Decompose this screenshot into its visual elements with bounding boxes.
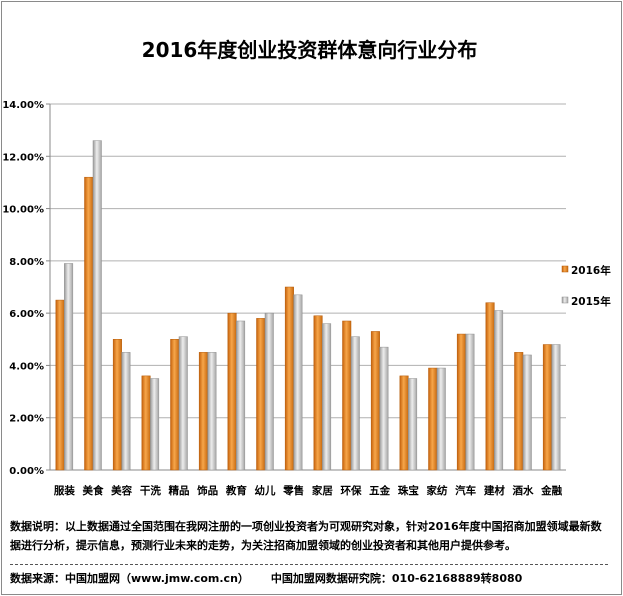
bar-2015 [494, 310, 504, 471]
x-tick-label: 酒水 [513, 484, 534, 497]
bar-2015 [436, 367, 446, 471]
bar-2016 [456, 333, 466, 471]
x-tick-label: 服装 [54, 484, 75, 497]
x-tick-label: 美容 [111, 484, 132, 497]
bar-2016 [514, 352, 524, 471]
bar-2016 [112, 339, 122, 471]
bar-2015 [64, 263, 74, 471]
x-tick-label: 美食 [83, 484, 104, 497]
bar-2016 [170, 339, 180, 471]
y-tick-label: 4.00% [9, 361, 44, 372]
legend-label: 2016年 [571, 264, 611, 277]
y-tick-label: 6.00% [9, 309, 44, 320]
bar-2016 [428, 367, 438, 471]
bar-2015 [379, 346, 389, 471]
x-tick-label: 环保 [341, 484, 362, 497]
chart-title: 2016年度创业投资群体意向行业分布 [141, 38, 478, 62]
bar-2015 [264, 312, 274, 471]
x-tick-label: 幼儿 [255, 484, 276, 497]
bar-2015 [236, 320, 246, 471]
bar-2015 [121, 352, 131, 471]
bar-2015 [522, 354, 532, 471]
x-tick-label: 家纺 [427, 484, 448, 497]
data-note: 数据说明：以上数据通过全国范围在我网注册的一项创业投资者为可观研究对象，针对20… [10, 520, 602, 552]
bar-2016 [342, 320, 352, 471]
bar-2015 [293, 294, 303, 471]
bar-2016 [141, 375, 151, 471]
bar-2015 [322, 323, 332, 471]
source-label: 数据来源：中国加盟网（www.jmw.com.cn） [10, 572, 249, 585]
y-tick-label: 0.00% [9, 466, 44, 477]
bar-2015 [150, 378, 160, 471]
bar-2016 [370, 331, 380, 471]
bar-2016 [542, 344, 552, 471]
bar-2016 [84, 176, 94, 471]
data-source: 数据来源：中国加盟网（www.jmw.com.cn） 中国加盟网数据研究院：010… [10, 570, 544, 586]
bar-2016 [284, 286, 294, 471]
x-tick-label: 金融 [540, 484, 562, 497]
y-tick-label: 14.00% [2, 100, 44, 111]
x-tick-label: 五金 [369, 484, 390, 497]
bar-2015 [551, 344, 561, 471]
bar-chart: 0.00% 2.00% 4.00% 6.00% 8.00% 10.00% 12.00% 14.… [2, 100, 611, 497]
x-tick-label: 精品 [169, 484, 190, 497]
y-tick-label: 2.00% [9, 414, 44, 425]
source-institute: 中国加盟网数据研究院：010-62168889转8080 [270, 572, 523, 585]
x-tick-label: 教育 [225, 484, 247, 497]
x-tick-label: 汽车 [455, 484, 476, 497]
legend-swatch [561, 296, 569, 304]
bar-2016 [256, 318, 266, 471]
bar-2015 [207, 352, 217, 471]
bar-2016 [313, 315, 323, 471]
y-tick-label: 12.00% [2, 152, 44, 163]
bar-2015 [350, 336, 360, 471]
x-tick-label: 建材 [483, 484, 505, 497]
bar-2016 [485, 302, 495, 471]
x-tick-label: 零售 [282, 484, 304, 497]
y-tick-label: 8.00% [9, 257, 44, 268]
x-tick-label: 干洗 [140, 484, 161, 497]
bar-2016 [399, 375, 409, 471]
y-tick-label: 10.00% [2, 205, 44, 216]
x-tick-label: 饰品 [197, 484, 218, 497]
bar-2015 [92, 140, 102, 471]
bar-2015 [465, 333, 475, 471]
note-separator [10, 564, 608, 565]
x-tick-label: 家居 [312, 484, 333, 497]
bar-2016 [55, 299, 65, 471]
legend-label: 2015年 [571, 295, 611, 308]
bar-2016 [227, 312, 237, 471]
bar-2015 [408, 378, 418, 471]
bar-2016 [198, 352, 208, 471]
x-tick-label: 珠宝 [398, 484, 419, 497]
legend-swatch [561, 265, 569, 273]
bar-2015 [178, 336, 188, 471]
